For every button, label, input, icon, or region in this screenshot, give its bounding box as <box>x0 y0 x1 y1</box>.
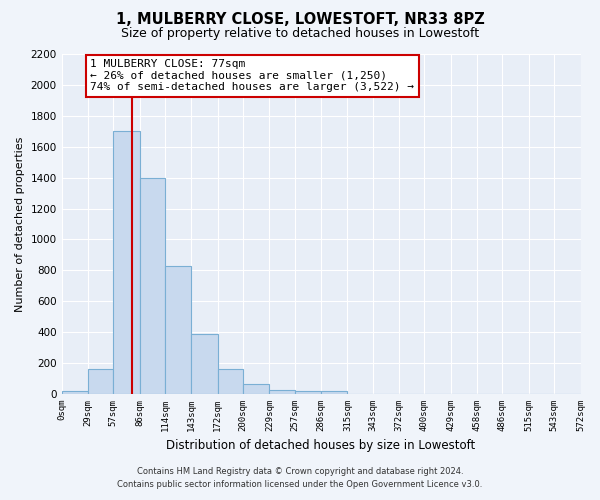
Bar <box>140 178 165 394</box>
Bar <box>295 391 321 394</box>
Bar <box>218 370 243 394</box>
Bar <box>243 384 269 394</box>
Y-axis label: Number of detached properties: Number of detached properties <box>15 136 25 312</box>
Text: 1, MULBERRY CLOSE, LOWESTOFT, NR33 8PZ: 1, MULBERRY CLOSE, LOWESTOFT, NR33 8PZ <box>116 12 484 28</box>
Bar <box>113 132 140 394</box>
Bar <box>165 266 191 394</box>
Bar <box>62 391 88 394</box>
Bar <box>88 370 113 394</box>
Bar <box>269 390 295 394</box>
Bar <box>321 391 347 394</box>
Text: Contains HM Land Registry data © Crown copyright and database right 2024.
Contai: Contains HM Land Registry data © Crown c… <box>118 468 482 489</box>
Bar <box>191 334 218 394</box>
Text: Size of property relative to detached houses in Lowestoft: Size of property relative to detached ho… <box>121 28 479 40</box>
X-axis label: Distribution of detached houses by size in Lowestoft: Distribution of detached houses by size … <box>166 440 476 452</box>
Text: 1 MULBERRY CLOSE: 77sqm
← 26% of detached houses are smaller (1,250)
74% of semi: 1 MULBERRY CLOSE: 77sqm ← 26% of detache… <box>90 59 414 92</box>
